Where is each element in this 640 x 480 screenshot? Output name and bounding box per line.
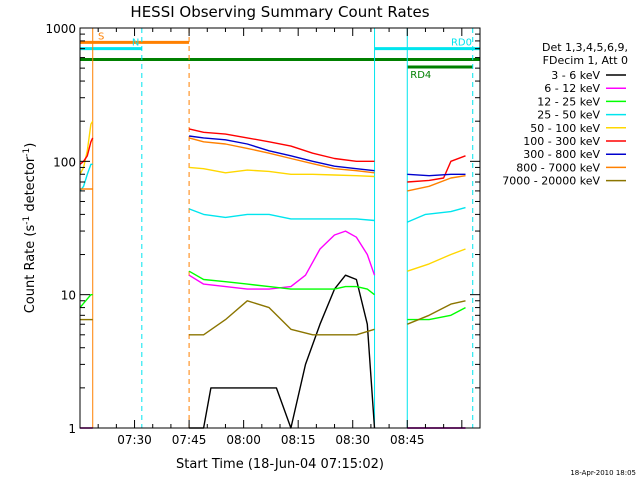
flag-label-rd0: RD0 xyxy=(451,38,472,49)
legend-item-label: 6 - 12 keV xyxy=(544,82,600,95)
legend-item-label: 3 - 6 keV xyxy=(551,69,600,82)
footer-timestamp: 18-Apr-2010 18:05 xyxy=(570,469,636,477)
plot-area: S N RD0 RD4 xyxy=(79,28,480,429)
chart-title: HESSI Observing Summary Count Rates xyxy=(130,3,429,21)
x-axis-label: Start Time (18-Jun-04 07:15:02) xyxy=(176,457,384,472)
flag-label-rd4: RD4 xyxy=(410,70,431,81)
x-tick-label: 07:45 xyxy=(172,433,207,447)
legend-header-1: Det 1,3,4,5,6,9, xyxy=(542,41,628,54)
x-tick-label: 08:45 xyxy=(390,433,425,447)
y-tick-label: 1 xyxy=(68,422,76,436)
series-300to800keV-line xyxy=(189,135,466,177)
flag-label-s: S xyxy=(98,31,104,42)
legend-item-label: 100 - 300 keV xyxy=(523,135,600,148)
series-800to7000keV-line xyxy=(80,137,466,192)
legend-item-label: 800 - 7000 keV xyxy=(516,161,600,174)
y-tick-label: 10 xyxy=(61,289,76,303)
y-tick-label: 100 xyxy=(53,155,76,169)
series-7000to20000keV-line xyxy=(80,300,466,336)
x-tick-label: 08:15 xyxy=(281,433,316,447)
legend-header-2: FDecim 1, Att 0 xyxy=(543,54,628,67)
legend-item-label: 25 - 50 keV xyxy=(537,109,600,122)
axis-ticks: 1 10 100 1000 07:30 07:45 08:00 08:15 08:30 08:45 xyxy=(45,22,480,447)
y-axis-label: Count Rate (s-1 detector-1) xyxy=(22,143,38,314)
flag-label-n: N xyxy=(132,38,139,49)
x-tick-label: 08:30 xyxy=(335,433,370,447)
legend: Det 1,3,4,5,6,9, FDecim 1, Att 0 3 - 6 k… xyxy=(502,41,628,188)
legend-item-label: 12 - 25 keV xyxy=(537,95,600,108)
series-25to50keV-line xyxy=(79,163,466,223)
x-tick-label: 07:30 xyxy=(117,433,152,447)
y-tick-label: 1000 xyxy=(45,22,76,36)
legend-item-label: 50 - 100 keV xyxy=(530,122,600,135)
legend-item-label: 7000 - 20000 keV xyxy=(502,175,600,188)
series-50to100keV-line xyxy=(79,120,466,272)
legend-item-label: 300 - 800 keV xyxy=(523,148,600,161)
x-tick-label: 08:00 xyxy=(226,433,261,447)
series-100to300keV-line xyxy=(79,128,466,183)
